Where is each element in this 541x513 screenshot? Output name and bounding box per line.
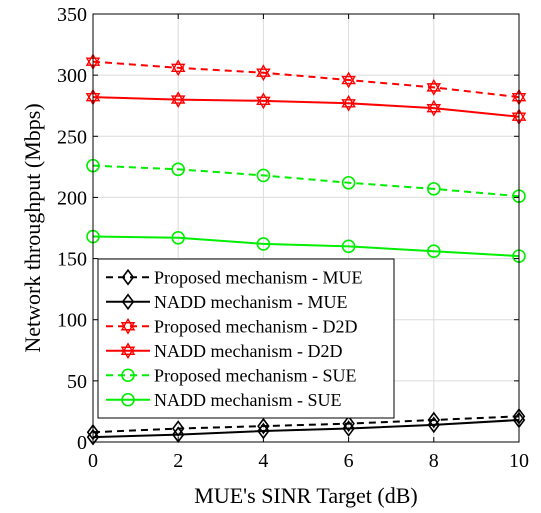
legend-marker <box>121 368 135 383</box>
data-point <box>342 420 355 437</box>
data-point <box>171 230 185 245</box>
series-line <box>92 164 520 198</box>
legend-item: Proposed mechanism - SUE <box>106 365 356 385</box>
legend-label: Proposed mechanism - MUE <box>154 267 362 287</box>
data-point <box>256 92 271 110</box>
legend-marker <box>121 293 135 311</box>
series-3 <box>85 53 527 106</box>
y-tick-label: 100 <box>57 310 87 332</box>
legend-marker <box>121 268 135 286</box>
y-tick-label: 150 <box>57 249 87 271</box>
legend-box <box>97 258 395 419</box>
y-tick-label: 250 <box>57 126 87 148</box>
legend: Proposed mechanism - MUE NADD mechanism -… <box>97 258 395 419</box>
x-tick-label: 10 <box>509 450 529 472</box>
data-point <box>341 175 356 190</box>
y-axis-label: Network throughput (Mbps) <box>20 103 45 352</box>
data-point <box>426 244 441 259</box>
plot-frame <box>92 13 520 443</box>
series-layer <box>85 53 527 446</box>
x-axis-label: MUE's SINR Target (dB) <box>194 483 417 508</box>
legend-label: NADD mechanism - D2D <box>154 341 342 361</box>
data-point <box>426 99 442 117</box>
series-6 <box>86 229 526 263</box>
series-line <box>92 418 520 439</box>
legend-item: Proposed mechanism - D2D <box>106 316 357 336</box>
legend-label: NADD mechanism - MUE <box>154 292 347 312</box>
legend-item: Proposed mechanism - MUE <box>106 267 362 287</box>
legend-item: NADD mechanism - SUE <box>106 390 341 410</box>
data-point <box>341 71 356 89</box>
x-tick-label: 8 <box>429 450 439 472</box>
series-2 <box>86 411 526 446</box>
x-tick-label: 2 <box>173 450 183 472</box>
series-5 <box>86 158 526 204</box>
data-point <box>256 168 271 183</box>
data-point <box>341 94 356 112</box>
data-point <box>426 78 442 96</box>
data-point <box>427 416 441 434</box>
legend-item: NADD mechanism - MUE <box>106 292 347 312</box>
data-point <box>427 411 441 429</box>
legend-label: Proposed mechanism - D2D <box>154 316 357 336</box>
y-tick-label: 0 <box>77 432 87 454</box>
series-line <box>92 96 520 118</box>
data-point <box>171 162 185 177</box>
series-4 <box>85 88 527 126</box>
legend-label: NADD mechanism - SUE <box>154 390 341 410</box>
y-tick-label: 50 <box>67 371 87 393</box>
data-point <box>257 417 270 435</box>
legend-marker <box>121 392 135 407</box>
data-point <box>256 237 271 251</box>
series-line <box>92 235 520 258</box>
x-tick-label: 0 <box>88 450 98 472</box>
y-tick-label: 300 <box>57 65 87 87</box>
data-point <box>426 182 441 196</box>
x-tick-label: 6 <box>344 450 354 472</box>
series-line <box>92 60 520 99</box>
data-point <box>341 239 356 254</box>
legend-label: Proposed mechanism - SUE <box>154 365 356 385</box>
legend-item: NADD mechanism - D2D <box>106 341 342 361</box>
y-tick-label: 350 <box>57 4 87 26</box>
legend-marker <box>120 317 136 335</box>
data-point <box>86 428 100 446</box>
x-tick-label: 4 <box>258 450 268 472</box>
data-point <box>256 64 271 82</box>
legend-marker <box>120 342 136 360</box>
data-point <box>170 59 186 77</box>
data-point <box>342 415 355 432</box>
data-point <box>170 91 186 109</box>
y-tick-label: 200 <box>57 187 87 209</box>
